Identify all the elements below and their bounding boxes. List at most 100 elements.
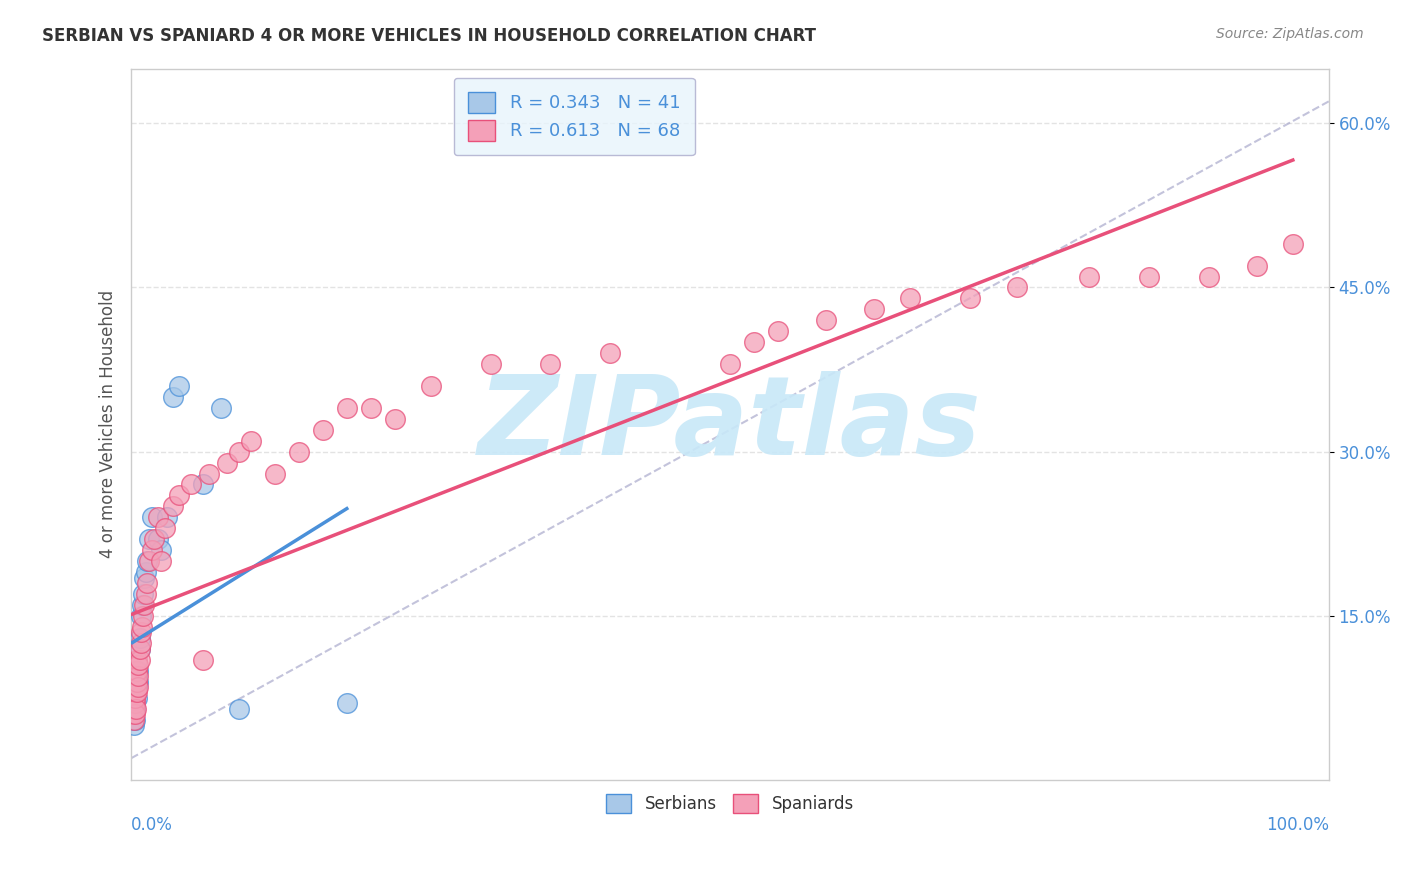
Point	[135, 587, 157, 601]
Point	[124, 690, 146, 705]
Point	[336, 697, 359, 711]
Point	[228, 444, 250, 458]
Point	[128, 641, 150, 656]
Point	[135, 554, 157, 568]
Point	[124, 697, 146, 711]
Point	[215, 456, 238, 470]
Point	[135, 576, 157, 591]
Point	[124, 707, 146, 722]
Point	[124, 690, 146, 705]
Y-axis label: 4 or more Vehicles in Household: 4 or more Vehicles in Household	[100, 290, 117, 558]
Point	[125, 685, 148, 699]
Point	[814, 313, 837, 327]
Point	[127, 658, 149, 673]
Point	[312, 423, 335, 437]
Point	[121, 702, 143, 716]
Point	[153, 521, 176, 535]
Point	[538, 357, 561, 371]
Text: 100.0%: 100.0%	[1265, 815, 1329, 834]
Point	[599, 346, 621, 360]
Point	[124, 680, 146, 694]
Point	[862, 302, 884, 317]
Point	[150, 554, 173, 568]
Point	[127, 674, 149, 689]
Point	[131, 620, 153, 634]
Point	[162, 500, 184, 514]
Point	[122, 685, 145, 699]
Point	[1078, 269, 1101, 284]
Point	[122, 702, 145, 716]
Point	[122, 674, 145, 689]
Point	[1007, 280, 1029, 294]
Point	[125, 674, 148, 689]
Point	[141, 543, 163, 558]
Point	[127, 674, 149, 689]
Point	[718, 357, 741, 371]
Point	[129, 636, 152, 650]
Point	[125, 664, 148, 678]
Point	[156, 510, 179, 524]
Point	[384, 412, 406, 426]
Point	[1246, 259, 1268, 273]
Point	[125, 702, 148, 716]
Point	[122, 713, 145, 727]
Point	[167, 379, 190, 393]
Point	[127, 690, 149, 705]
Point	[143, 533, 166, 547]
Point	[288, 444, 311, 458]
Point	[127, 653, 149, 667]
Point	[132, 587, 155, 601]
Point	[124, 702, 146, 716]
Point	[240, 434, 263, 448]
Point	[180, 477, 202, 491]
Point	[191, 477, 214, 491]
Point	[162, 390, 184, 404]
Point	[127, 664, 149, 678]
Point	[959, 292, 981, 306]
Point	[336, 401, 359, 415]
Point	[127, 685, 149, 699]
Point	[121, 713, 143, 727]
Point	[124, 669, 146, 683]
Point	[127, 680, 149, 694]
Point	[129, 608, 152, 623]
Point	[479, 357, 502, 371]
Point	[122, 697, 145, 711]
Point	[1137, 269, 1160, 284]
Point	[191, 653, 214, 667]
Point	[1282, 236, 1305, 251]
Point	[122, 707, 145, 722]
Point	[121, 690, 143, 705]
Point	[125, 669, 148, 683]
Legend: Serbians, Spaniards: Serbians, Spaniards	[598, 786, 862, 822]
Point	[146, 533, 169, 547]
Point	[129, 625, 152, 640]
Point	[167, 488, 190, 502]
Point	[150, 543, 173, 558]
Point	[134, 570, 156, 584]
Point	[209, 401, 232, 415]
Text: Source: ZipAtlas.com: Source: ZipAtlas.com	[1216, 27, 1364, 41]
Point	[1198, 269, 1220, 284]
Point	[122, 664, 145, 678]
Point	[146, 510, 169, 524]
Point	[135, 565, 157, 579]
Point	[131, 598, 153, 612]
Point	[128, 631, 150, 645]
Point	[125, 685, 148, 699]
Point	[127, 669, 149, 683]
Text: ZIPatlas: ZIPatlas	[478, 371, 981, 478]
Point	[124, 669, 146, 683]
Point	[766, 324, 789, 338]
Point	[360, 401, 382, 415]
Point	[121, 690, 143, 705]
Point	[125, 664, 148, 678]
Point	[141, 510, 163, 524]
Text: SERBIAN VS SPANIARD 4 OR MORE VEHICLES IN HOUSEHOLD CORRELATION CHART: SERBIAN VS SPANIARD 4 OR MORE VEHICLES I…	[42, 27, 815, 45]
Point	[128, 653, 150, 667]
Point	[124, 680, 146, 694]
Point	[127, 669, 149, 683]
Point	[228, 702, 250, 716]
Point	[742, 335, 765, 350]
Point	[122, 685, 145, 699]
